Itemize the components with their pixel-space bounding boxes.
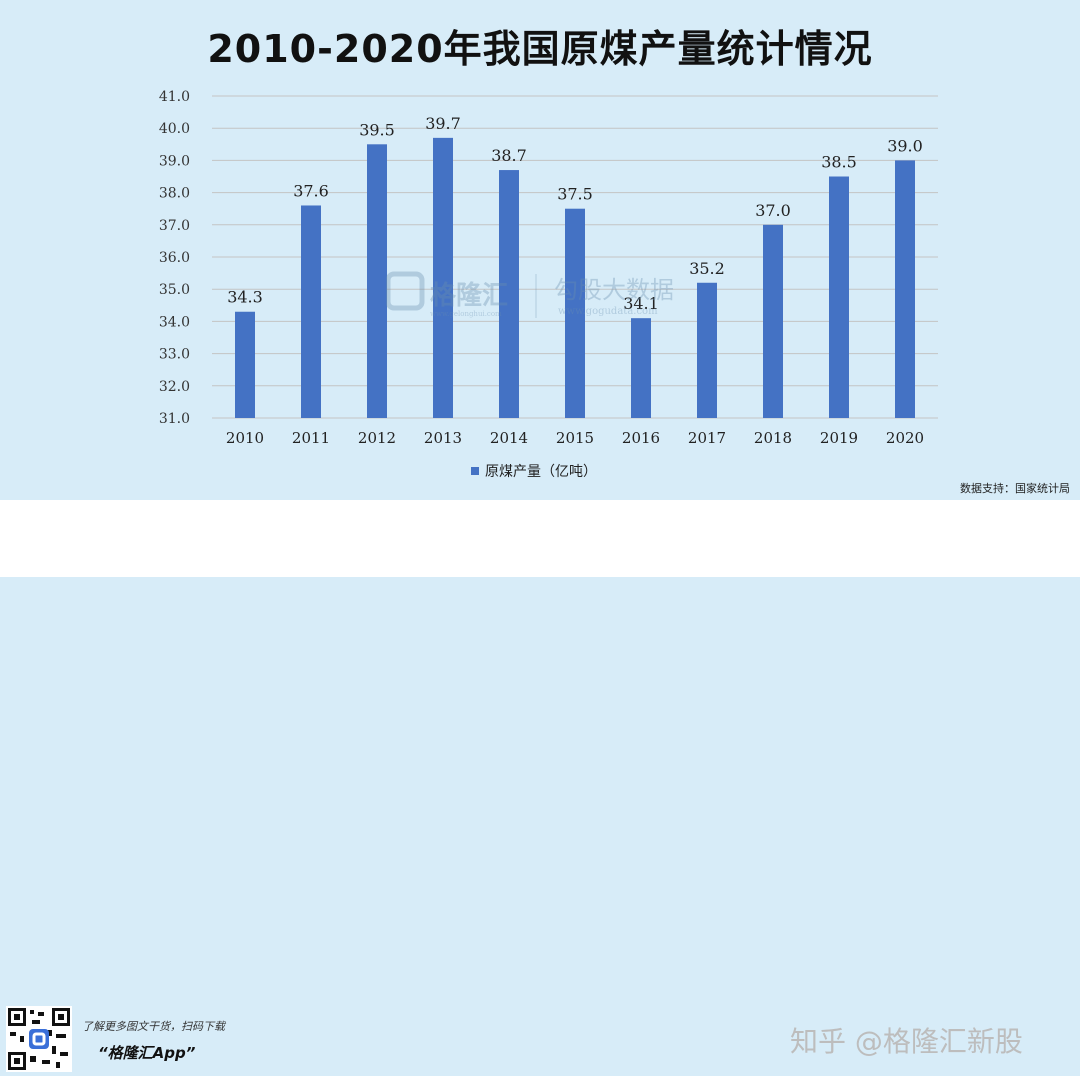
data-source: 数据支持：国家统计局 bbox=[960, 482, 1070, 495]
bar-2017 bbox=[697, 282, 717, 418]
bar-2011 bbox=[301, 205, 321, 418]
data-label-2020: 39.0 bbox=[887, 136, 923, 155]
y-tick-label: 37.0 bbox=[159, 218, 190, 234]
x-tick-label: 2017 bbox=[688, 429, 726, 447]
y-tick-label: 39.0 bbox=[159, 153, 190, 169]
bar-2014 bbox=[499, 170, 519, 418]
data-label-2019: 38.5 bbox=[821, 153, 857, 172]
x-tick-label: 2018 bbox=[754, 429, 792, 447]
data-label-2011: 37.6 bbox=[293, 181, 329, 200]
bar-2010 bbox=[235, 311, 255, 418]
bar-2019 bbox=[829, 176, 849, 418]
y-tick-label: 34.0 bbox=[159, 314, 190, 330]
data-label-2015: 37.5 bbox=[557, 185, 593, 204]
brand-logo-icon bbox=[385, 271, 425, 311]
bar-2016 bbox=[631, 318, 651, 418]
watermark-brand-url: www.gelonghui.com bbox=[430, 310, 502, 318]
y-tick-label: 35.0 bbox=[159, 282, 190, 298]
y-tick-label: 31.0 bbox=[159, 411, 190, 427]
legend-label: 原煤产量（亿吨） bbox=[485, 464, 597, 480]
bar-2012 bbox=[367, 144, 387, 419]
x-tick-label: 2014 bbox=[490, 429, 528, 447]
chart-title: 2010-2020年我国原煤产量统计情况 bbox=[207, 27, 873, 71]
zhihu-watermark: 知乎 @格隆汇新股 bbox=[790, 1025, 1023, 1058]
watermark-gogu-url: www.gogudata.com bbox=[558, 306, 658, 317]
x-tick-label: 2020 bbox=[886, 429, 924, 447]
bar-chart: 34.3 37.6 39.5 39.7 38.7 37.5 34.1 35.2 37.0 38.5… bbox=[159, 89, 938, 480]
x-tick-label: 2015 bbox=[556, 429, 594, 447]
legend-swatch bbox=[471, 467, 479, 475]
bar-2020 bbox=[895, 160, 915, 418]
qr-code-icon[interactable] bbox=[6, 1006, 72, 1072]
footer-banner: 了解更多图文干货，扫码下载 “格隆汇App” 知乎 @格隆汇新股 bbox=[0, 500, 1080, 1072]
watermark-brand: 格隆汇 bbox=[430, 280, 508, 311]
y-tick-label: 32.0 bbox=[159, 379, 190, 395]
x-tick-label: 2013 bbox=[424, 429, 462, 447]
data-label-2013: 39.7 bbox=[425, 114, 461, 133]
watermark-gogu: 勾股大数据 bbox=[554, 276, 674, 304]
watermark: 格隆汇 www.gelonghui.com 勾股大数据 www.gogudata… bbox=[385, 268, 706, 328]
x-tick-label: 2011 bbox=[292, 429, 330, 447]
x-tick-label: 2019 bbox=[820, 429, 858, 447]
data-label-2014: 38.7 bbox=[491, 146, 527, 165]
y-tick-label: 33.0 bbox=[159, 347, 190, 363]
y-tick-label: 38.0 bbox=[159, 186, 190, 202]
x-tick-label: 2016 bbox=[622, 429, 660, 447]
data-label-2017: 35.2 bbox=[689, 259, 725, 278]
data-label-2012: 39.5 bbox=[359, 120, 395, 139]
bar-2018 bbox=[763, 224, 783, 418]
bar-2013 bbox=[433, 137, 453, 419]
footer-cta: 了解更多图文干货，扫码下载 bbox=[82, 1020, 225, 1033]
y-tick-label: 41.0 bbox=[159, 89, 190, 105]
data-label-2018: 37.0 bbox=[755, 201, 791, 220]
data-label-2010: 34.3 bbox=[227, 288, 263, 307]
data-label-2016: 34.1 bbox=[623, 294, 659, 313]
bar-2015 bbox=[565, 208, 585, 418]
x-tick-label: 2010 bbox=[226, 429, 264, 447]
chart-panel: 2010-2020年我国原煤产量统计情况 34.3 37.6 39.5 39.7 38.… bbox=[0, 0, 1080, 500]
footer-app-name: “格隆汇App” bbox=[98, 1044, 196, 1062]
y-tick-label: 36.0 bbox=[159, 250, 190, 266]
x-tick-label: 2012 bbox=[358, 429, 396, 447]
y-tick-label: 40.0 bbox=[159, 121, 190, 137]
